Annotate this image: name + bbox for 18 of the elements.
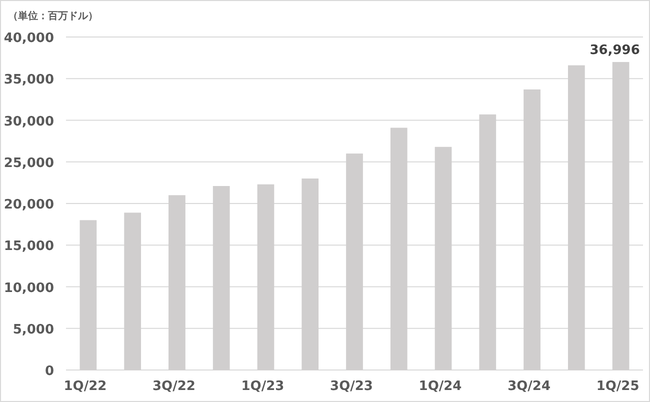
data-label: 36,996 [590,43,640,58]
y-tick-label: 35,000 [4,72,54,88]
y-tick-label: 10,000 [4,280,54,296]
x-tick-label: 3Q/23 [330,379,373,394]
y-tick-label: 15,000 [4,239,54,254]
y-tick-label: 40,000 [4,31,54,46]
x-tick-label: 1Q/23 [241,379,284,394]
y-tick-label: 5,000 [12,322,54,338]
y-tick-label: 30,000 [4,114,54,130]
x-tick-label: 1Q/22 [64,379,107,394]
x-tick-label: 3Q/22 [152,379,196,394]
x-tick-label: 1Q/25 [596,379,640,394]
y-tick-label: 0 [44,364,54,379]
y-tick-label: 20,000 [4,198,54,212]
x-tick-label: 3Q/24 [508,379,551,394]
y-axis-title: （単位：百万ドル） [8,10,98,22]
x-tick-label: 1Q/24 [418,379,462,394]
y-tick-label: 25,000 [4,156,54,171]
